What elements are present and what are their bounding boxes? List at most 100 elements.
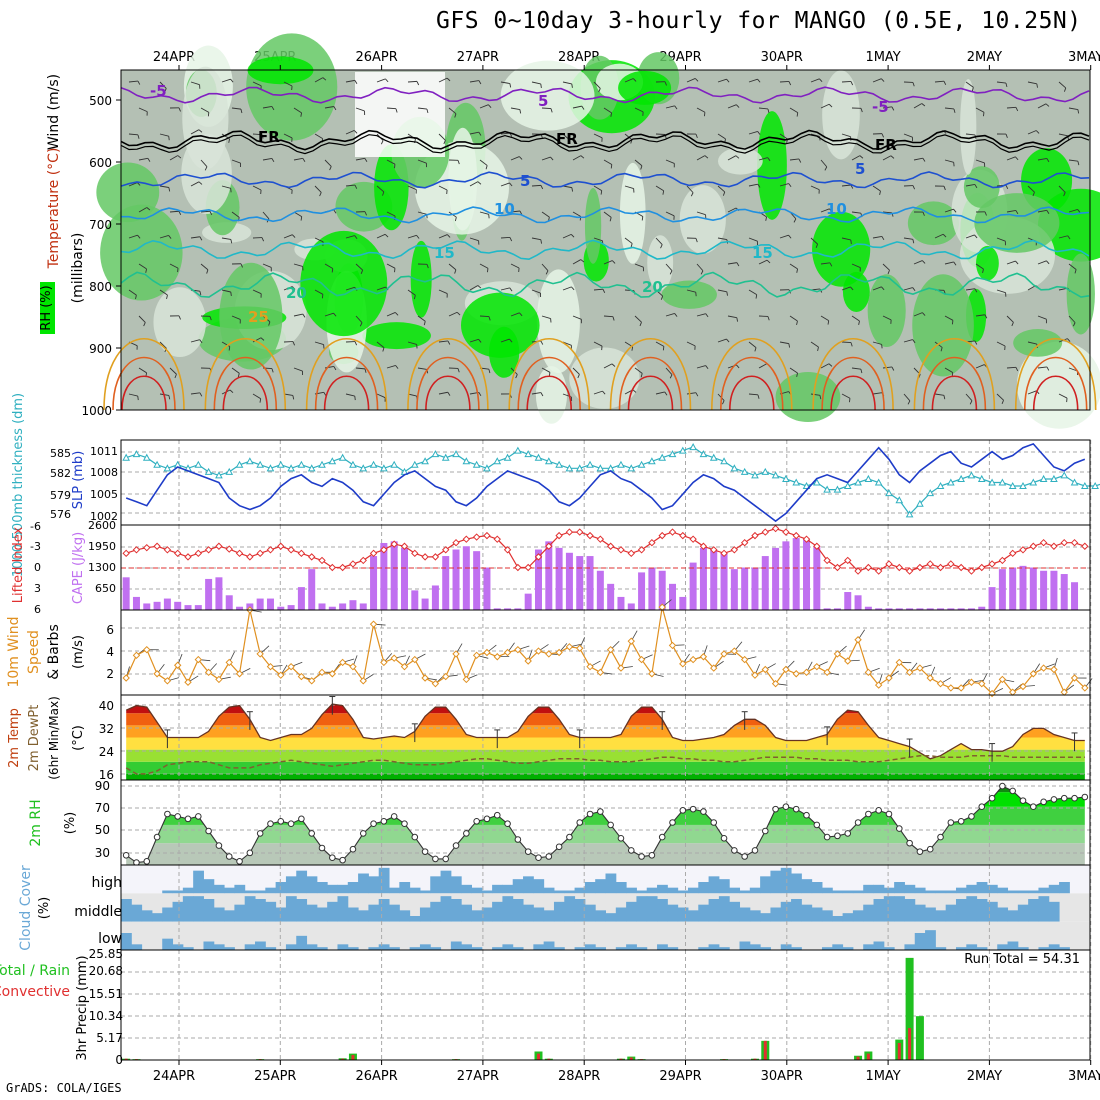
rh2m-line-point	[256, 830, 264, 837]
rh-shade	[1016, 341, 1100, 429]
cape-bar	[699, 547, 707, 610]
cloud-bar	[327, 884, 338, 894]
wind-barb	[758, 157, 768, 161]
precip-tick-label: 25.85	[89, 947, 123, 961]
rh2m-line-point	[988, 794, 996, 802]
wind-barb	[137, 80, 141, 85]
lifted-index-line-point	[864, 563, 873, 572]
thickness-line-point	[215, 471, 223, 479]
wind-speed-line-point	[864, 668, 873, 677]
cape-bar	[328, 606, 336, 610]
wind-barb	[166, 294, 168, 300]
cloud-bar	[883, 887, 895, 894]
thickness-line-point	[617, 460, 625, 468]
wind-barb	[1058, 133, 1068, 137]
wind-barb	[190, 392, 200, 395]
wind-barb	[407, 80, 418, 83]
wind-barb	[355, 107, 365, 112]
wind-speed-line-point	[400, 662, 409, 671]
wind-barb	[630, 243, 633, 248]
wind-barb	[674, 105, 678, 110]
wind-barb	[376, 185, 385, 193]
cloud-bar	[708, 876, 720, 894]
isotherm-line	[121, 206, 1090, 224]
isotherm-line	[711, 338, 793, 411]
wind-barb	[488, 369, 491, 374]
rh2m-line-point	[978, 803, 986, 811]
precip-unit-label: 3hr Precip (mm)	[75, 955, 90, 1060]
cloud-bar	[667, 904, 679, 922]
cape-bar	[679, 596, 687, 610]
wind-barb	[827, 320, 830, 325]
thickness-line-point	[1039, 474, 1048, 482]
rh-shade	[362, 322, 431, 350]
lifted-index-line-point	[1008, 549, 1017, 558]
wind-barb	[1006, 366, 1017, 369]
cloud-bar	[821, 910, 833, 922]
wind-speed-line-point	[885, 674, 893, 682]
wind-barb	[364, 368, 367, 373]
wind-barb	[293, 107, 302, 114]
lifted-index-line-point	[740, 539, 749, 547]
wind-barb	[695, 238, 698, 243]
cloud-bar	[234, 904, 246, 922]
wind-barb	[1006, 315, 1014, 323]
cloud-bar	[162, 907, 174, 922]
wind-barb	[128, 133, 139, 136]
wind-barb	[603, 315, 614, 318]
rh-shade	[153, 287, 206, 358]
cloud-bar	[450, 899, 462, 922]
cape-bar	[555, 547, 563, 610]
wind-barb	[624, 78, 634, 83]
wind-barb	[230, 291, 232, 297]
lifted-index-line-point	[978, 563, 986, 572]
lifted-index-line-point	[297, 549, 306, 558]
rh2m-line-point	[772, 805, 779, 813]
thickness-line-point	[452, 450, 460, 458]
wind-barb	[300, 112, 303, 117]
rh2m-line-point	[143, 858, 151, 865]
rh-tick-label: 70	[95, 801, 110, 815]
wind-barb	[726, 291, 728, 296]
wind-barb	[655, 341, 665, 347]
cloud-bar	[914, 904, 926, 922]
wind-barb	[695, 133, 698, 139]
wind-barb	[1046, 366, 1050, 371]
wind-barb	[882, 211, 893, 214]
rh-shade	[757, 111, 787, 220]
rh2m-line-point	[1019, 797, 1027, 804]
wind-speed-line-point	[215, 675, 223, 684]
lifted-index-line-point	[874, 567, 883, 575]
wind-barb	[479, 159, 488, 166]
wind-barb	[879, 190, 881, 196]
lifted-index-line-point	[854, 567, 862, 575]
cloud-bar	[791, 947, 802, 950]
wind-speed-line-point	[576, 644, 584, 652]
thickness-line-point	[534, 453, 543, 461]
wind-barb	[345, 184, 356, 187]
temp2m-panel	[121, 695, 1092, 780]
wind-barb	[820, 363, 830, 369]
rh2m-line-point	[679, 807, 687, 814]
wind-speed-line-point	[967, 678, 976, 686]
rh2m-line-point	[597, 808, 604, 815]
wind-barb	[540, 83, 542, 88]
wind-barb	[851, 211, 861, 214]
cloud-level-label: middle	[74, 904, 122, 920]
wind-barb	[469, 237, 479, 242]
lifted-index-line-point	[122, 549, 130, 558]
wind-barb	[841, 184, 851, 187]
cloud-bar	[904, 884, 916, 894]
wind-barb	[1032, 192, 1035, 197]
rh-shade	[300, 230, 388, 337]
isotherm-line	[618, 356, 683, 411]
wind-barb	[603, 107, 612, 114]
wind-barb	[447, 392, 451, 396]
temp-tick-label: 32	[99, 722, 114, 736]
cape-bar	[514, 608, 522, 610]
wind-barb	[602, 390, 606, 395]
wind-barb	[872, 78, 882, 83]
wind-barb	[382, 191, 385, 196]
contour-label: 20	[286, 284, 307, 302]
lifted-index-line-point	[328, 563, 337, 572]
